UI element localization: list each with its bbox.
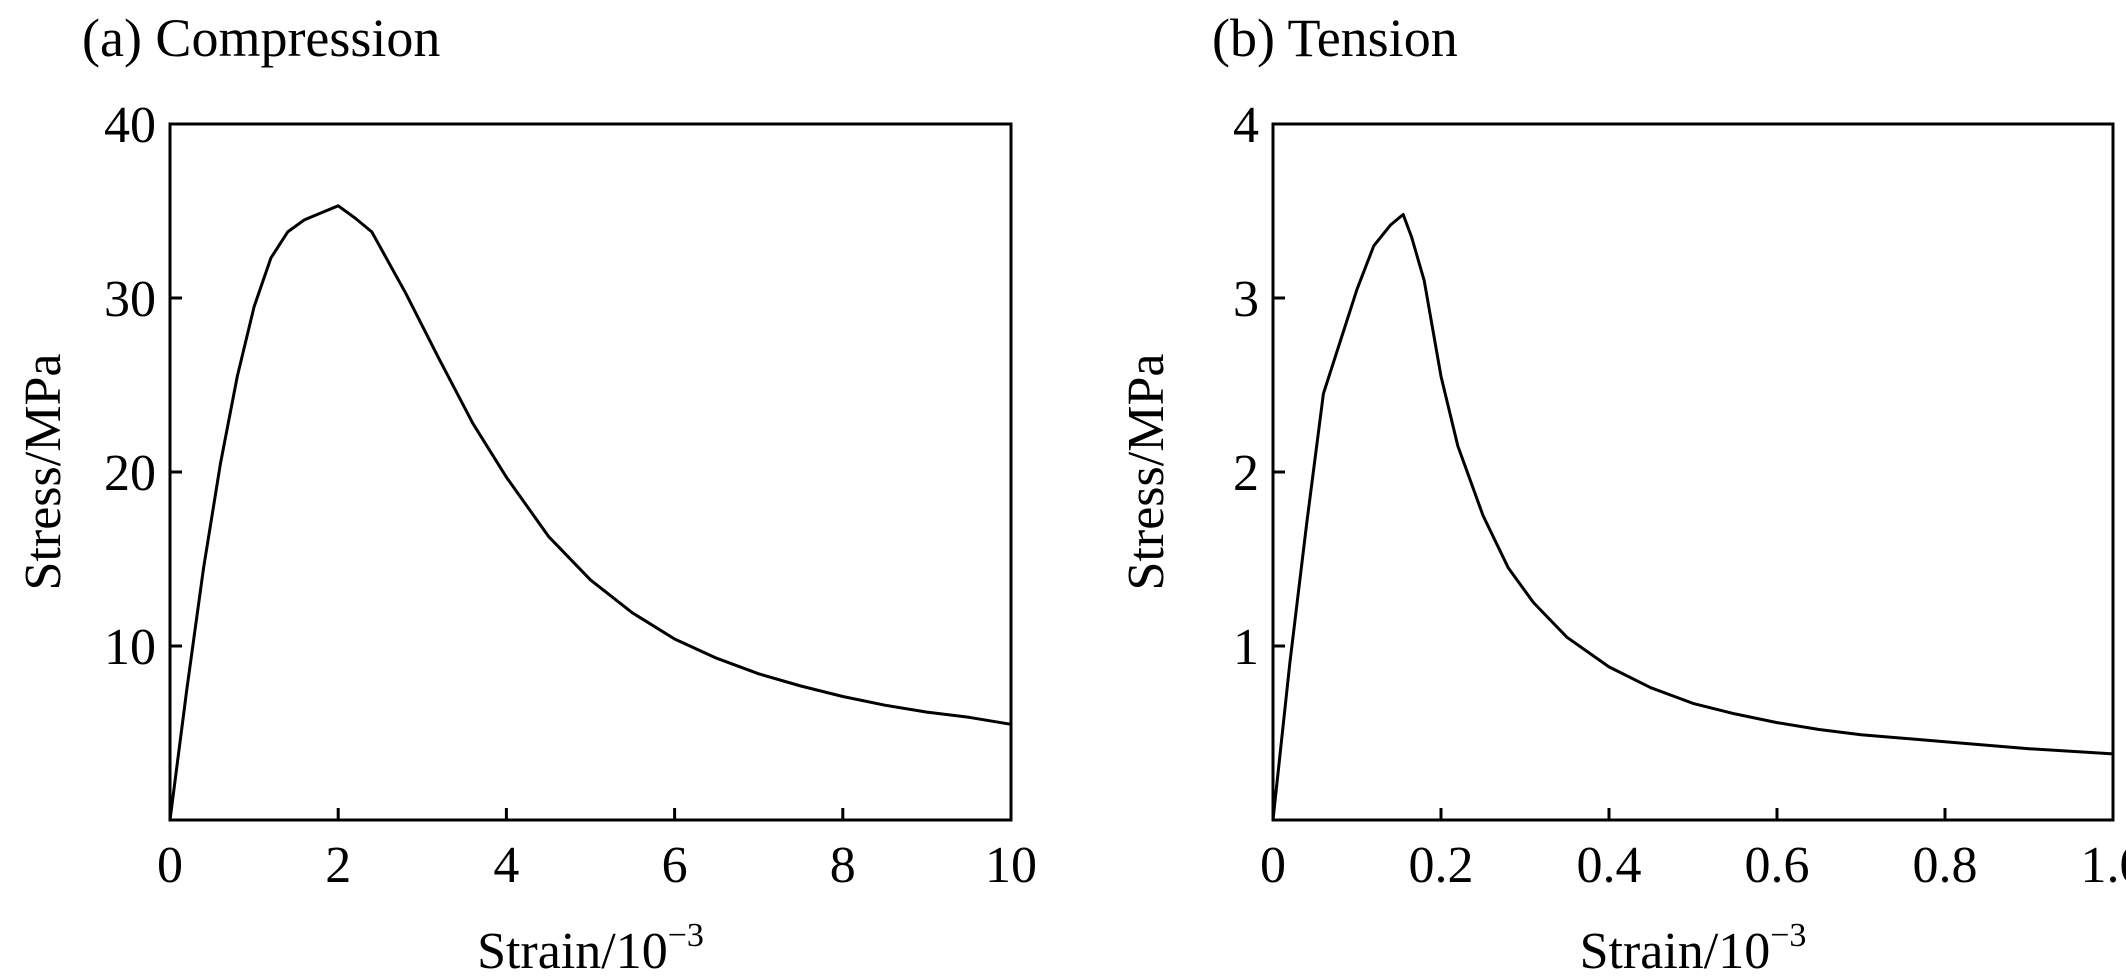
- x-axis-label-text: Strain/10: [1580, 923, 1771, 979]
- y-tick-label: 40: [104, 97, 156, 154]
- y-tick-label: 2: [1233, 445, 1259, 502]
- plot-frame: [168, 122, 1013, 822]
- x-tick-label: 1.0: [2081, 837, 2126, 894]
- x-tick-label: 4: [493, 837, 519, 894]
- panel-title: (a) Compression: [82, 8, 440, 68]
- x-tick-label: 0: [157, 837, 183, 894]
- plot-frame: [1271, 122, 2115, 822]
- y-tick-label: 3: [1233, 271, 1259, 328]
- x-tick-label: 0.8: [1913, 837, 1978, 894]
- y-tick-label: 4: [1233, 97, 1259, 154]
- y-tick-label: 20: [104, 445, 156, 502]
- x-tick-label: 8: [830, 837, 856, 894]
- panel-title: (b) Tension: [1212, 8, 1458, 68]
- series-line: [168, 204, 1012, 821]
- x-axis-label: Strain/10−3: [1580, 917, 1807, 979]
- x-tick-label: 0.6: [1745, 837, 1810, 894]
- y-axis-label: Stress/MPa: [1118, 354, 1175, 591]
- y-tick-label: 30: [104, 271, 156, 328]
- panel-compression: (a) Compression 0 2 4 6 8 10 10 20 30 40 Strain/10−…: [15, 8, 1037, 979]
- y-tick-label: 10: [104, 619, 156, 676]
- x-tick-label: 0.2: [1409, 837, 1474, 894]
- x-tick-label: 0.4: [1577, 837, 1642, 894]
- x-axis-label-exponent: −3: [1770, 917, 1806, 954]
- x-axis-label-exponent: −3: [668, 917, 704, 954]
- x-axis-label-text: Strain/10: [477, 923, 668, 979]
- x-tick-label: 10: [985, 837, 1037, 894]
- x-tick-label: 0: [1260, 837, 1286, 894]
- series-line: [1271, 213, 2114, 821]
- panel-tension: (b) Tension 0 0.2 0.4 0.6 0.8 1.0 1 2 3 4 Strain/10…: [1118, 8, 2126, 979]
- x-tick-label: 2: [325, 837, 351, 894]
- x-axis-label: Strain/10−3: [477, 917, 704, 979]
- y-tick-label: 1: [1233, 619, 1259, 676]
- y-axis-label: Stress/MPa: [15, 354, 72, 591]
- x-tick-label: 6: [662, 837, 688, 894]
